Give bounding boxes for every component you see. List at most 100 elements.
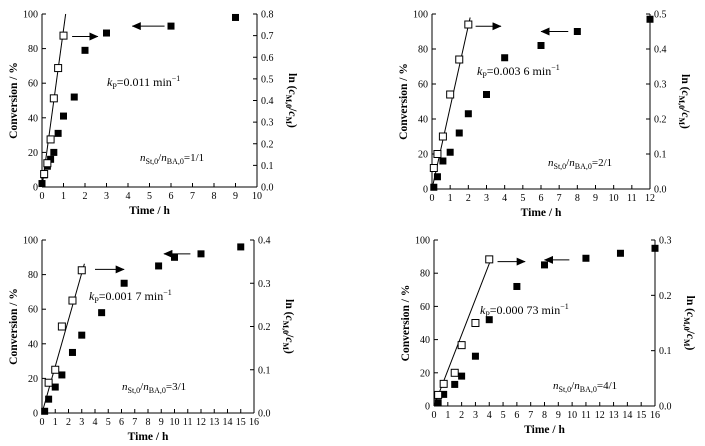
y-right-tick-label: 0.4 — [258, 236, 271, 247]
ratio-part: =4/1 — [597, 380, 617, 392]
y-left-tick-label: 40 — [418, 115, 428, 126]
ratio-part: / — [566, 157, 570, 169]
conversion-data-point — [68, 348, 76, 356]
y-right-tick-label: 0.0 — [659, 402, 672, 413]
y-right-tick-label: 0.2 — [659, 291, 672, 302]
linear-fit-line — [41, 263, 85, 414]
conversion-data-point — [50, 148, 58, 156]
y-left-tick-label: 0 — [425, 402, 430, 413]
axis-title-part: ln ( — [286, 73, 298, 89]
axis-title-part: / — [283, 333, 295, 338]
y-right-tick-label: 0.4 — [261, 96, 274, 107]
x-tick-label: 7 — [528, 410, 533, 421]
conversion-data-point — [440, 390, 448, 398]
ratio-part: n — [143, 381, 149, 393]
axis-title-part: ln ( — [684, 296, 696, 312]
rate-constant-label: kP=0.000 73 min−1 — [480, 302, 569, 319]
axis-title-part: M,0 — [281, 321, 290, 335]
x-tick-label: 1 — [53, 417, 58, 428]
y-right-tick-label: 0.3 — [261, 118, 274, 129]
x-tick-label: 8 — [542, 410, 547, 421]
x-tick-label: 9 — [159, 417, 164, 428]
x-tick-label: 12 — [645, 193, 655, 204]
x-tick-label: 6 — [119, 417, 124, 428]
axis-title-part: / — [286, 107, 298, 112]
conversion-data-point — [651, 244, 659, 252]
ratio-part: St,0 — [146, 157, 159, 166]
ratio-part: =1/1 — [184, 152, 204, 164]
x-tick-label: 0 — [432, 410, 437, 421]
y-left-tick-label: 80 — [418, 45, 428, 56]
ln-ratio-data-point — [59, 31, 68, 40]
axis-title-part: / — [684, 330, 696, 335]
y-right-tick-label: 0.2 — [261, 139, 274, 150]
x-axis-title: Time / h — [524, 424, 565, 436]
ln-ratio-data-point — [57, 322, 66, 331]
ratio-part: =3/1 — [166, 381, 186, 393]
conversion-data-point — [45, 395, 53, 403]
axis-title-part: c — [286, 111, 298, 116]
conversion-data-point — [573, 28, 581, 35]
y-left-tick-label: 80 — [28, 44, 38, 55]
conversion-data-point — [582, 254, 590, 262]
kp-value: =0.003 6 min — [487, 64, 551, 78]
x-tick-label: 5 — [501, 410, 506, 421]
ratio-part: / — [140, 381, 144, 393]
x-tick-label: 4 — [502, 193, 507, 204]
ratio-part: BA,0 — [149, 386, 166, 395]
x-tick-label: 8 — [212, 191, 217, 202]
y-left-axis-title: Conversion / % — [400, 285, 412, 362]
ln-ratio-data-point — [471, 319, 480, 327]
ln-ratio-data-point — [51, 365, 60, 374]
rate-constant-label: kP=0.011 min−1 — [107, 74, 180, 91]
y-right-tick-label: 0.4 — [654, 45, 667, 56]
x-tick-label: 1 — [445, 410, 450, 421]
x-tick-label: 0 — [430, 193, 435, 204]
x-tick-label: 15 — [236, 417, 246, 428]
conversion-data-point — [434, 399, 442, 407]
kp-subscript: P — [485, 310, 490, 319]
y-left-axis-title: Conversion / % — [8, 62, 20, 139]
ln-ratio-data-point — [485, 255, 494, 264]
y-right-tick-label: 0.5 — [261, 74, 274, 85]
x-tick-label: 5 — [147, 191, 152, 202]
kp-exponent: −1 — [172, 74, 181, 83]
y-right-tick-label: 0.0 — [654, 185, 667, 196]
axis-title-part: M — [677, 117, 686, 125]
ratio-part: n — [574, 380, 580, 392]
ratio-part: n — [548, 157, 554, 169]
ln-ratio-data-point — [433, 150, 442, 158]
kp-exponent: −1 — [551, 63, 560, 72]
y-right-tick-label: 0.5 — [654, 10, 667, 21]
y-left-tick-label: 60 — [418, 80, 428, 91]
conversion-data-point — [171, 253, 178, 261]
x-tick-label: 3 — [473, 410, 478, 421]
axis-title-part: ) — [286, 124, 298, 128]
y-right-axis-title: ln (cM,0/cM) — [281, 299, 295, 354]
y-right-tick-label: 0.3 — [654, 80, 667, 91]
y-right-tick-label: 0.1 — [258, 365, 271, 376]
conversion-data-point — [646, 15, 654, 23]
conversion-data-point — [41, 407, 49, 415]
kp-symbol: k — [480, 303, 486, 317]
x-axis-title: Time / h — [128, 431, 169, 443]
x-tick-label: 13 — [209, 417, 219, 428]
conversion-data-point — [455, 129, 463, 137]
conversion-data-point — [471, 352, 479, 360]
linear-fit-line — [431, 17, 471, 190]
conversion-data-point — [433, 173, 441, 181]
x-tick-label: 6 — [169, 191, 174, 202]
axis-title-part: c — [684, 334, 696, 339]
y-left-tick-label: 0 — [423, 185, 428, 196]
x-tick-label: 6 — [539, 193, 544, 204]
x-tick-label: 3 — [79, 417, 84, 428]
chart-panel-2-1: 0 1 2 3 4 5 6 7 8 9 10 11 120204060801000.00.10.20.3… — [398, 10, 691, 220]
y-right-tick-label: 0.6 — [261, 53, 274, 64]
kp-symbol: k — [107, 75, 113, 89]
conversion-data-point — [232, 13, 239, 21]
ln-ratio-data-point — [44, 378, 53, 387]
ratio-part: / — [571, 380, 575, 392]
x-tick-label: 11 — [183, 417, 193, 428]
y-left-tick-label: 60 — [28, 79, 38, 90]
